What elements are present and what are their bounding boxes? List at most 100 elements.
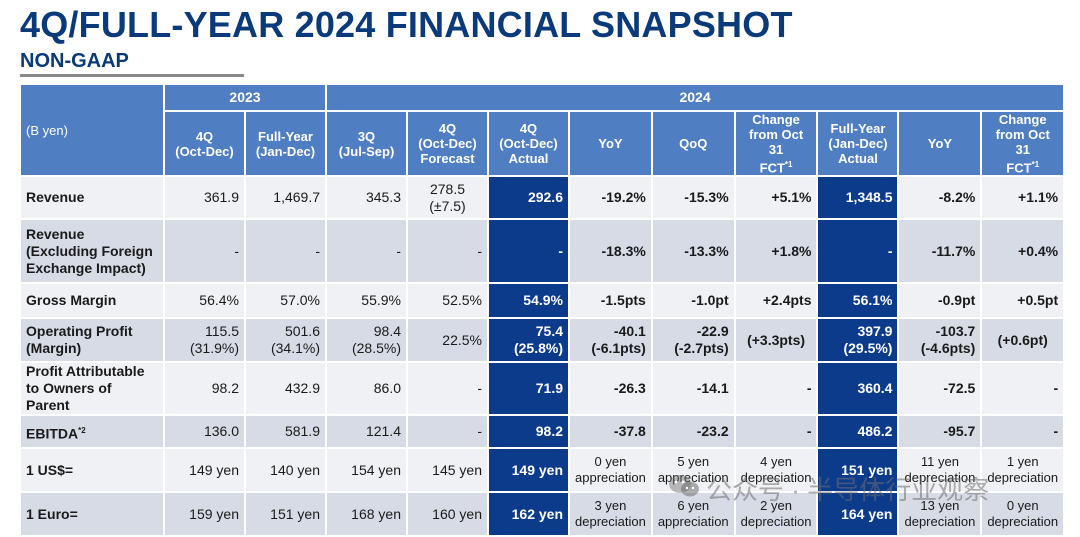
row-label-text: EBITDA xyxy=(26,425,79,442)
table-cell: -37.8 xyxy=(570,416,651,448)
cell-value: 1 yen xyxy=(1006,454,1039,470)
column-header-line: YoY xyxy=(927,136,953,152)
cell-value: -0.9pt xyxy=(937,292,976,309)
cell-subvalue: (34.1%) xyxy=(270,340,320,357)
table-cell: 56.4% xyxy=(165,284,244,318)
table-cell: - xyxy=(246,220,325,283)
table-cell: 0 yen appreciation xyxy=(570,449,651,492)
cell-value: 98.4 xyxy=(373,323,401,340)
cell-value: - xyxy=(806,380,812,397)
row-label-text: Gross Margin xyxy=(26,292,117,309)
cell-value: 432.9 xyxy=(284,380,320,397)
column-header: Full-Year (Jan-Dec) xyxy=(246,112,325,176)
table-cell: -1.5pts xyxy=(570,284,651,318)
table-cell: 149 yen xyxy=(489,449,568,492)
table-cell: -18.3% xyxy=(570,220,651,283)
column-header-line: Full-Year xyxy=(258,128,313,144)
cell-subvalue: depreciation xyxy=(987,514,1059,530)
column-header-line: from Oct 31 xyxy=(995,127,1050,157)
cell-value: 54.9% xyxy=(523,292,563,309)
table-cell: 55.9% xyxy=(327,284,406,318)
cell-value: 98.2 xyxy=(211,380,239,397)
cell-value: 52.5% xyxy=(442,292,482,309)
table-cell: 75.4 (25.8%) xyxy=(489,319,568,362)
column-header: YoY xyxy=(570,112,651,176)
cell-value: 501.6 xyxy=(284,323,320,340)
cell-subvalue: (-4.6pts) xyxy=(920,340,976,357)
cell-value: - xyxy=(477,423,482,440)
table-cell: -103.7 (-4.6pts) xyxy=(899,319,981,362)
table-cell: - xyxy=(982,363,1064,415)
cell-value: 278.5 xyxy=(429,180,466,197)
row-label: 1 Euro= xyxy=(21,493,163,536)
cell-value: 98.2 xyxy=(535,423,563,440)
column-header-line: Forecast xyxy=(420,151,475,167)
cell-subvalue: depreciation xyxy=(740,470,812,486)
cell-value: -95.7 xyxy=(943,423,976,440)
cell-subvalue: depreciation xyxy=(740,514,812,530)
table-cell: - xyxy=(982,416,1064,448)
table-cell: (+3.3pts) xyxy=(735,319,817,362)
table-cell: 145 yen xyxy=(408,449,487,492)
cell-value: - xyxy=(558,242,563,259)
table-cell: 151 yen xyxy=(246,493,325,536)
column-header: Full-Year (Jan-Dec) Actual xyxy=(818,112,898,176)
table-cell: -23.2 xyxy=(652,416,734,448)
table-cell: -22.9 (-2.7pts) xyxy=(652,319,734,362)
cell-value: 360.4 xyxy=(857,380,893,397)
cell-subvalue: (29.5%) xyxy=(843,340,893,357)
cell-value: -26.3 xyxy=(613,380,646,397)
cell-value: 6 yen xyxy=(677,498,710,514)
footnote-marker: *2 xyxy=(78,425,86,435)
table-cell: 159 yen xyxy=(165,493,244,536)
column-header-line: (Oct-Dec) xyxy=(418,136,477,152)
table-cell: 121.4 xyxy=(327,416,406,448)
column-header-line: YoY xyxy=(598,136,623,152)
cell-value: -37.8 xyxy=(613,423,646,440)
table-cell: 57.0% xyxy=(246,284,325,318)
unit-label: (B yen) xyxy=(21,85,163,176)
column-header-line: (Jan-Dec) xyxy=(255,143,316,159)
cell-value: 11 yen xyxy=(920,454,959,470)
column-header-line: FCT*1 xyxy=(741,157,812,175)
cell-value: - xyxy=(806,423,812,440)
cell-subvalue: appreciation xyxy=(657,514,729,530)
cell-value: +1.1% xyxy=(1018,189,1059,206)
table-cell: 168 yen xyxy=(327,493,406,536)
cell-value: -13.3% xyxy=(684,242,729,259)
cell-value: 164 yen xyxy=(841,505,893,522)
column-header-line: Change xyxy=(752,112,800,127)
footnote-marker: *1 xyxy=(784,160,793,169)
table-cell: 501.6 (34.1%) xyxy=(246,319,325,362)
table-cell: - xyxy=(165,220,244,283)
table-cell: 71.9 xyxy=(489,363,568,415)
cell-subvalue: (28.5%) xyxy=(351,340,401,357)
cell-subvalue: (-2.7pts) xyxy=(674,340,729,357)
cell-value: 2 yen xyxy=(760,498,792,514)
cell-value: -23.2 xyxy=(696,423,729,440)
column-header-line: 4Q xyxy=(438,121,457,137)
table-cell: +0.5pt xyxy=(982,284,1064,318)
table-cell: +1.1% xyxy=(982,177,1064,219)
table-cell: - xyxy=(408,363,487,415)
column-header-text: FCT xyxy=(1006,160,1032,176)
column-header-line: FCT*1 xyxy=(987,157,1058,175)
table-cell: 1,469.7 xyxy=(246,177,325,219)
table-cell: 360.4 xyxy=(818,363,898,415)
cell-value: - xyxy=(1053,380,1059,397)
table-cell: +0.4% xyxy=(982,220,1064,283)
table-row: EBITDA*2 136.0 581.9 121.4 - 98.2 -37.8 -23.2 - 4… xyxy=(21,416,1064,448)
column-header-line: 4Q xyxy=(519,121,538,137)
table-cell: - xyxy=(327,220,406,283)
cell-value: 5 yen xyxy=(677,454,710,470)
cell-value: 1,469.7 xyxy=(273,189,320,206)
table-cell: 4 yen depreciation xyxy=(735,449,817,492)
cell-value: - xyxy=(477,380,482,397)
table-cell: 149 yen xyxy=(165,449,244,492)
table-cell: 52.5% xyxy=(408,284,487,318)
table-cell: - xyxy=(408,220,487,283)
column-header-line: Actual xyxy=(508,151,549,167)
table-cell: 160 yen xyxy=(408,493,487,536)
cell-value: -19.2% xyxy=(601,189,646,206)
table-row: Profit Attributable to Owners of Parent 9… xyxy=(21,363,1064,415)
